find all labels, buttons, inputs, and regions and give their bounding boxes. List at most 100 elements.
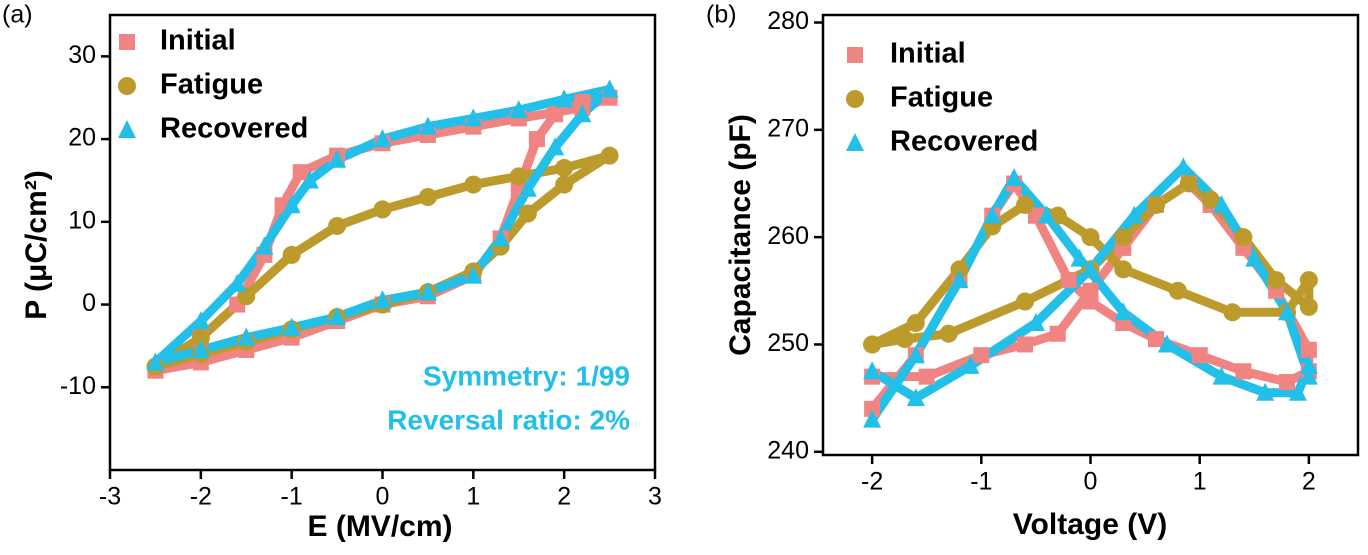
marker [228,273,247,292]
marker [573,104,592,123]
x-tick-label: 2 [1302,468,1316,496]
marker [950,260,969,279]
annotation: Symmetry: 1/99 [423,360,630,391]
y-tick-label: 30 [68,41,96,69]
marker [282,317,301,336]
y-tick-label: 280 [767,7,809,35]
marker [983,205,1002,224]
marker [1015,195,1034,214]
marker [1016,336,1033,353]
marker [1125,205,1144,224]
marker [555,175,574,194]
y-tick-label: 240 [767,436,809,464]
marker [191,328,210,347]
marker [328,216,347,235]
marker [282,195,301,214]
y-tick-label: 260 [767,222,809,250]
x-tick-label: 1 [1193,468,1207,496]
marker [191,340,210,359]
marker [300,170,319,189]
legend-marker [118,120,136,138]
marker [1299,297,1318,316]
marker [918,368,935,385]
panel-label: (b) [706,1,737,29]
y-tick-label: 20 [68,124,96,152]
marker [1223,303,1242,322]
marker [255,236,274,255]
marker [961,355,980,374]
marker [863,335,882,354]
marker [282,245,301,264]
x-tick-label: 2 [557,483,571,511]
marker [1026,313,1045,331]
marker [1157,334,1176,353]
marker [1148,331,1165,348]
marker [146,352,165,371]
marker [518,204,537,223]
x-tick-label: 0 [1084,468,1098,496]
marker [1245,248,1264,267]
marker [1114,228,1133,247]
marker [555,159,574,178]
marker [864,400,881,417]
marker [1234,228,1253,247]
marker [1212,366,1231,385]
marker [1278,302,1297,321]
marker [939,324,958,343]
legend-label: Recovered [890,126,1038,158]
marker [1114,260,1133,279]
marker [1114,302,1133,321]
marker [1300,341,1317,358]
legend-marker [118,77,136,95]
marker [518,178,537,197]
marker [418,282,437,301]
marker [906,388,925,407]
x-tick-label: -2 [190,483,212,511]
marker [418,116,437,135]
y-tick-label: 250 [767,329,809,357]
marker [1288,382,1307,401]
panel-label: (a) [2,1,33,29]
legend-label: Recovered [160,113,308,145]
y-axis-label: P (μC/cm²) [20,170,53,320]
marker [491,228,510,247]
marker [863,361,882,380]
marker [973,347,990,364]
marker [1081,228,1100,247]
marker [1005,168,1024,187]
y-tick-label: 10 [68,206,96,234]
x-tick-label: 3 [648,483,662,511]
x-tick-label: 1 [466,483,480,511]
marker [1060,272,1077,289]
marker [1299,355,1318,374]
marker [328,149,347,168]
marker [1235,363,1252,380]
y-axis-label: Capacitance (pF) [724,114,757,356]
legend-marker [846,90,864,108]
marker [373,290,392,309]
marker [1267,271,1286,290]
marker [1212,194,1231,213]
marker [1299,271,1318,290]
y-tick-label: 0 [82,289,96,317]
legend-marker [846,133,864,151]
legend-marker [119,34,135,50]
marker [373,129,392,148]
x-axis-label: Voltage (V) [1013,508,1167,541]
marker [1081,259,1100,278]
marker [906,345,925,364]
marker [863,409,882,428]
marker [1179,174,1198,193]
legend-label: Fatigue [160,69,263,101]
marker [418,188,437,206]
marker [1037,205,1056,224]
y-tick-label: -10 [60,372,96,400]
marker [528,131,545,148]
marker [600,79,619,98]
marker [509,167,528,186]
marker [1147,195,1166,214]
marker [950,270,969,289]
marker [237,327,256,346]
marker [509,100,528,119]
